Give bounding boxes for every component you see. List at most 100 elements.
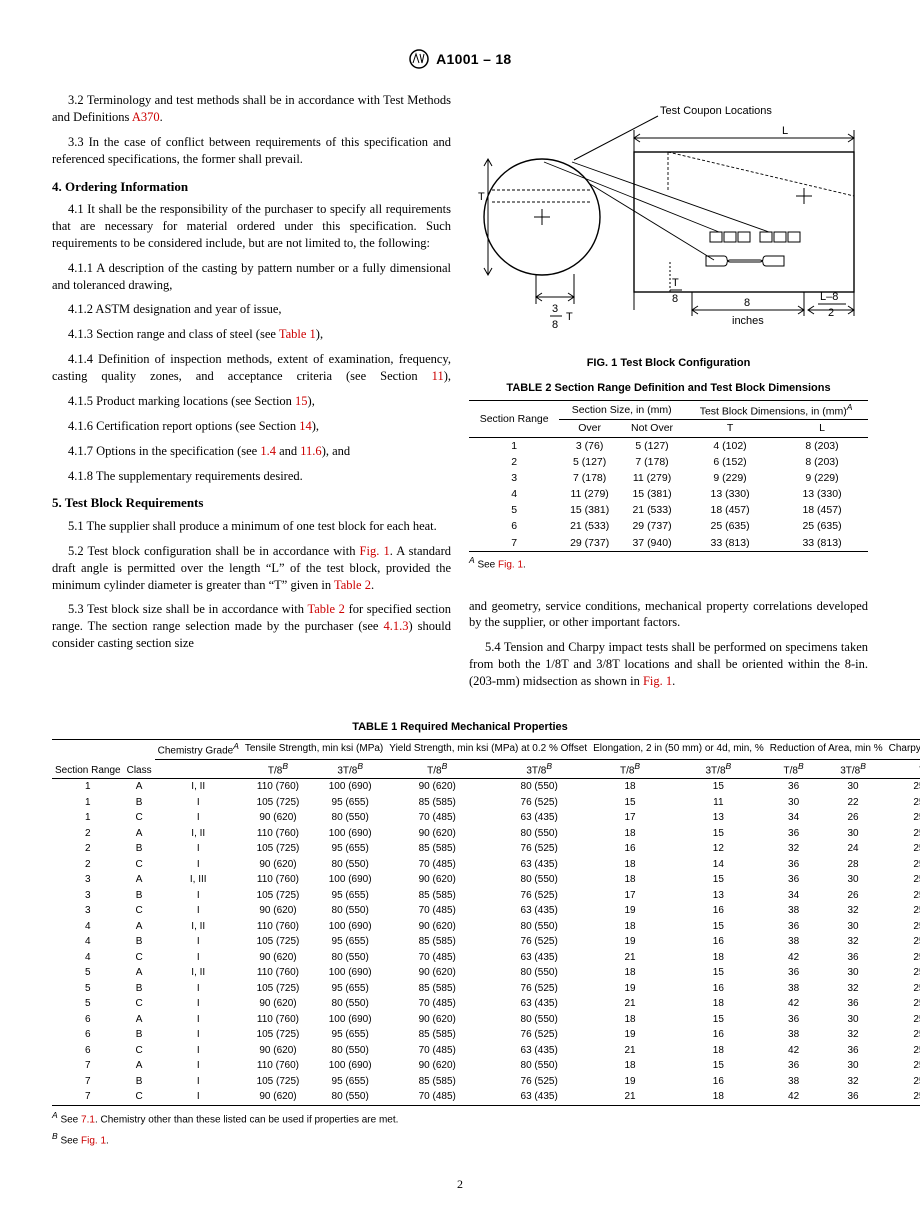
- t2-h-t: T: [684, 420, 776, 437]
- table-cell: 105 (725): [242, 1027, 314, 1043]
- table-cell: 90 (620): [386, 1012, 488, 1028]
- ref-fig1-a: Fig. 1: [360, 544, 390, 558]
- p-3-2-end: .: [160, 110, 163, 124]
- table-cell: 110 (760): [242, 1058, 314, 1074]
- table-row: 25 (127)7 (178)6 (152)8 (203): [469, 454, 868, 470]
- table-cell: 63 (435): [488, 996, 590, 1012]
- fig-t8-den: 8: [672, 293, 678, 305]
- table1-note-b: B See Fig. 1.: [52, 1131, 868, 1148]
- table-cell: 105 (725): [242, 888, 314, 904]
- p-3-2-text: 3.2 Terminology and test methods shall b…: [52, 93, 451, 124]
- table-cell: 90 (620): [242, 903, 314, 919]
- table-cell: 19: [590, 1074, 670, 1090]
- table-cell: 5: [469, 502, 559, 518]
- table-cell: B: [124, 1027, 155, 1043]
- table-cell: 1: [52, 795, 124, 811]
- table-cell: 76 (525): [488, 1074, 590, 1090]
- p-5-2-a: 5.2 Test block configuration shall be in…: [68, 544, 360, 558]
- table-cell: 90 (620): [242, 950, 314, 966]
- table-row: 621 (533)29 (737)25 (635)25 (635): [469, 518, 868, 534]
- table-cell: 70 (485): [386, 857, 488, 873]
- table-cell: B: [124, 795, 155, 811]
- table-row: 6CI90 (620)80 (550)70 (485)63 (435)21184…: [52, 1043, 920, 1059]
- table-cell: 30: [820, 965, 885, 981]
- page-number: 2: [52, 1176, 868, 1192]
- table-cell: 7: [52, 1058, 124, 1074]
- table-row: 729 (737)37 (940)33 (813)33 (813): [469, 535, 868, 552]
- t2-h-ss: Section Size, in (mm): [559, 400, 684, 420]
- table-cell: 21 (533): [620, 502, 684, 518]
- table-cell: 80 (550): [314, 903, 386, 919]
- table-cell: 7: [52, 1074, 124, 1090]
- table-cell: 5 (127): [559, 454, 620, 470]
- table-cell: 19: [590, 1027, 670, 1043]
- fig-8in-label: inches: [732, 315, 764, 327]
- astm-logo-icon: [408, 48, 430, 70]
- fig-label-t: T: [478, 191, 485, 203]
- t1-ts-t8: T/8B: [242, 759, 314, 779]
- table-cell: C: [124, 950, 155, 966]
- fig-l8-den: 2: [828, 307, 834, 319]
- table-cell: 37 (940): [620, 535, 684, 552]
- table-cell: 18: [590, 779, 670, 795]
- p-4-1-5-b: ),: [308, 394, 315, 408]
- p-4-1-5: 4.1.5 Product marking locations (see Sec…: [52, 393, 451, 410]
- ref-4-1-3: 4.1.3: [383, 619, 408, 633]
- table-cell: C: [124, 903, 155, 919]
- table-cell: 25 (34): [886, 795, 920, 811]
- table-cell: 85 (585): [386, 841, 488, 857]
- table-2: Section Range Section Size, in (mm) Test…: [469, 400, 868, 552]
- table-cell: 85 (585): [386, 1027, 488, 1043]
- table-cell: 80 (550): [488, 1012, 590, 1028]
- ref-table2-a: Table 2: [334, 578, 371, 592]
- table-cell: 18: [670, 1089, 767, 1105]
- table-cell: 36: [820, 950, 885, 966]
- table-row: 1CI90 (620)80 (550)70 (485)63 (435)17133…: [52, 810, 920, 826]
- table-cell: 76 (525): [488, 795, 590, 811]
- table-cell: I: [155, 857, 242, 873]
- table-cell: 63 (435): [488, 1043, 590, 1059]
- table-cell: 13: [670, 888, 767, 904]
- table-cell: 25 (34): [886, 857, 920, 873]
- figure-1: T 3 8 T: [469, 92, 868, 371]
- p-4-1-4-a: 4.1.4 Definition of inspection methods, …: [52, 352, 451, 383]
- table-cell: 70 (485): [386, 810, 488, 826]
- table-cell: 36: [820, 996, 885, 1012]
- table-cell: 25 (34): [886, 919, 920, 935]
- table-cell: 7: [469, 535, 559, 552]
- table-cell: 100 (690): [314, 779, 386, 795]
- table-cell: 70 (485): [386, 950, 488, 966]
- table-cell: 32: [820, 981, 885, 997]
- table-row: 5AI, II110 (760)100 (690)90 (620)80 (550…: [52, 965, 920, 981]
- table-cell: 90 (620): [386, 872, 488, 888]
- table-cell: 110 (760): [242, 826, 314, 842]
- table-cell: 25 (34): [886, 826, 920, 842]
- table-cell: 110 (760): [242, 965, 314, 981]
- table-cell: 24: [820, 841, 885, 857]
- table-cell: 4: [52, 934, 124, 950]
- table-cell: 110 (760): [242, 872, 314, 888]
- ref-sec14: 14: [299, 419, 312, 433]
- t1-nb-b: .: [106, 1135, 109, 1146]
- table-cell: 21: [590, 1043, 670, 1059]
- table-cell: I: [155, 1027, 242, 1043]
- table-cell: 21: [590, 950, 670, 966]
- table-cell: 36: [767, 857, 821, 873]
- table-cell: 80 (550): [488, 826, 590, 842]
- body-columns: 3.2 Terminology and test methods shall b…: [52, 92, 868, 698]
- p-5-2-c: .: [371, 578, 374, 592]
- table-cell: A: [124, 872, 155, 888]
- table-cell: 18: [590, 826, 670, 842]
- t2-foot-ref: Fig. 1: [498, 559, 523, 570]
- table-cell: 18: [590, 919, 670, 935]
- left-column: 3.2 Terminology and test methods shall b…: [52, 92, 451, 698]
- p-5-2: 5.2 Test block configuration shall be in…: [52, 543, 451, 594]
- table-cell: 22: [820, 795, 885, 811]
- right-column: T 3 8 T: [469, 92, 868, 698]
- t2-h-over: Over: [559, 420, 620, 437]
- table-cell: 25 (34): [886, 1027, 920, 1043]
- table-cell: 21: [590, 996, 670, 1012]
- table-1-wrap: TABLE 1 Required Mechanical Properties S…: [52, 720, 868, 1148]
- table-cell: 42: [767, 996, 821, 1012]
- t1-na-ref: 7.1: [81, 1114, 95, 1125]
